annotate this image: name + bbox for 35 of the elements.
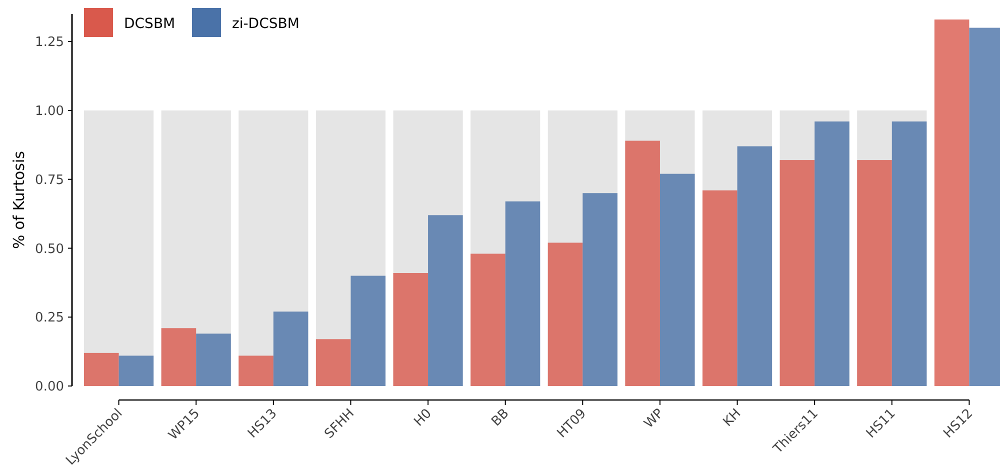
bar bbox=[625, 140, 660, 386]
bar bbox=[857, 160, 892, 386]
bar bbox=[780, 160, 815, 386]
x-tick-label: H0 bbox=[411, 406, 435, 430]
bar bbox=[702, 190, 738, 386]
y-tick-label: 0.00 bbox=[35, 380, 64, 395]
legend-label: zi-DCSBM bbox=[232, 16, 300, 32]
bar bbox=[84, 352, 119, 386]
y-tick-label: 0.50 bbox=[35, 242, 64, 257]
bar bbox=[582, 193, 618, 386]
bar bbox=[470, 254, 506, 386]
y-tick-label: 1.00 bbox=[35, 104, 64, 119]
bar bbox=[814, 121, 850, 386]
x-tick-label: WP bbox=[642, 406, 667, 432]
bar bbox=[393, 273, 428, 386]
y-tick-label: 1.25 bbox=[35, 35, 64, 50]
bar bbox=[505, 201, 540, 386]
bar bbox=[161, 328, 196, 386]
y-axis-title: % of Kurtosis bbox=[10, 150, 28, 249]
bar bbox=[350, 276, 386, 386]
y-tick-label: 0.25 bbox=[35, 310, 64, 326]
bar bbox=[196, 334, 231, 386]
bar bbox=[737, 146, 772, 386]
legend-label: DCSBM bbox=[124, 16, 176, 32]
x-tick-label: BB bbox=[488, 406, 512, 430]
bar bbox=[892, 121, 927, 386]
bar bbox=[273, 312, 308, 386]
y-tick-label: 0.75 bbox=[35, 172, 64, 188]
bar bbox=[316, 339, 351, 386]
bar bbox=[660, 174, 695, 386]
x-tick-label: KH bbox=[720, 406, 744, 430]
bar bbox=[548, 242, 583, 386]
bar bbox=[118, 356, 154, 386]
bar bbox=[428, 215, 463, 386]
bar bbox=[238, 356, 274, 386]
